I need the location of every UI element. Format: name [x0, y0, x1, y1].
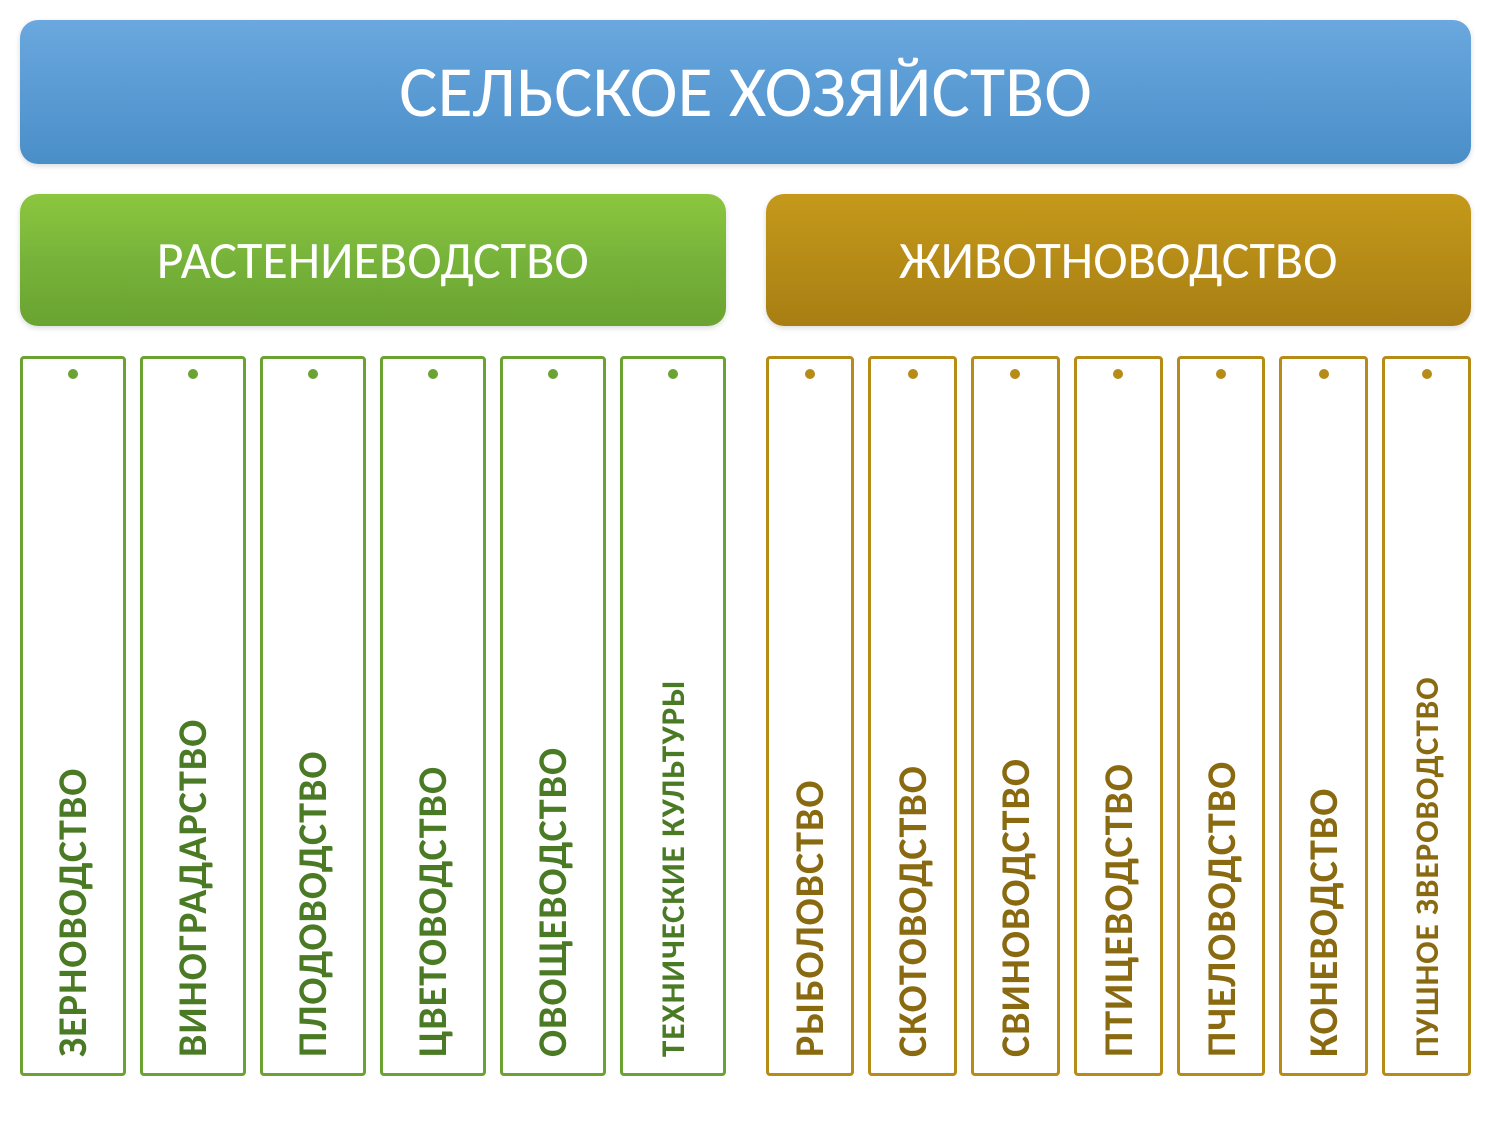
bullet-icon [1216, 369, 1226, 379]
root-title: СЕЛЬСКОЕ ХОЗЯЙСТВО [399, 48, 1092, 136]
branch-title: РАСТЕНИЕВОДСТВО [157, 228, 589, 292]
bullet-icon [1422, 369, 1432, 379]
item-card: ВИНОГРАДАРСТВО [140, 356, 246, 1076]
item-card: ТЕХНИЧЕСКИЕ КУЛЬТУРЫ [620, 356, 726, 1076]
item-card: КОНЕВОДСТВО [1279, 356, 1368, 1076]
item-card: ОВОЩЕВОДСТВО [500, 356, 606, 1076]
bullet-icon [428, 369, 438, 379]
item-label: СВИНОВОДСТВО [991, 387, 1040, 1057]
item-card: ПУШНОЕ ЗВЕРОВОДСТВО [1382, 356, 1471, 1076]
bullet-icon [548, 369, 558, 379]
item-label: ПУШНОЕ ЗВЕРОВОДСТВО [1407, 387, 1447, 1057]
item-label: ПЧЕЛОВОДСТВО [1197, 387, 1246, 1057]
bullet-icon [668, 369, 678, 379]
branch-title: ЖИВОТНОВОДСТВО [899, 228, 1338, 292]
item-card: ЦВЕТОВОДСТВО [380, 356, 486, 1076]
bullet-icon [1010, 369, 1020, 379]
bullet-icon [68, 369, 78, 379]
item-label: РЫБОЛОВСТВО [785, 387, 834, 1057]
branch-header-animals: ЖИВОТНОВОДСТВО [766, 194, 1472, 326]
item-card: ПЧЕЛОВОДСТВО [1177, 356, 1266, 1076]
root-header: СЕЛЬСКОЕ ХОЗЯЙСТВО [20, 20, 1471, 164]
item-label: ПТИЦЕВОДСТВО [1094, 387, 1143, 1057]
bullet-icon [188, 369, 198, 379]
item-label: ЦВЕТОВОДСТВО [408, 387, 457, 1057]
bullet-icon [1319, 369, 1329, 379]
item-label: ПЛОДОВОДСТВО [288, 387, 337, 1057]
bullet-icon [908, 369, 918, 379]
item-card: СКОТОВОДСТВО [868, 356, 957, 1076]
bullet-icon [805, 369, 815, 379]
item-card: ПЛОДОВОДСТВО [260, 356, 366, 1076]
branch-animals: ЖИВОТНОВОДСТВО РЫБОЛОВСТВО СКОТОВОДСТВО … [766, 194, 1472, 1076]
items-animals: РЫБОЛОВСТВО СКОТОВОДСТВО СВИНОВОДСТВО ПТ… [766, 356, 1472, 1076]
item-card: СВИНОВОДСТВО [971, 356, 1060, 1076]
item-label: ОВОЩЕВОДСТВО [528, 387, 577, 1057]
items-plants: ЗЕРНОВОДСТВО ВИНОГРАДАРСТВО ПЛОДОВОДСТВО… [20, 356, 726, 1076]
item-label: ТЕХНИЧЕСКИЕ КУЛЬТУРЫ [653, 387, 693, 1057]
item-card: ЗЕРНОВОДСТВО [20, 356, 126, 1076]
branches-container: РАСТЕНИЕВОДСТВО ЗЕРНОВОДСТВО ВИНОГРАДАРС… [20, 194, 1471, 1076]
item-label: СКОТОВОДСТВО [888, 387, 937, 1057]
item-label: ЗЕРНОВОДСТВО [48, 387, 97, 1057]
item-label: КОНЕВОДСТВО [1299, 387, 1348, 1057]
item-label: ВИНОГРАДАРСТВО [168, 387, 217, 1057]
bullet-icon [308, 369, 318, 379]
item-card: РЫБОЛОВСТВО [766, 356, 855, 1076]
bullet-icon [1113, 369, 1123, 379]
branch-plants: РАСТЕНИЕВОДСТВО ЗЕРНОВОДСТВО ВИНОГРАДАРС… [20, 194, 726, 1076]
item-card: ПТИЦЕВОДСТВО [1074, 356, 1163, 1076]
branch-header-plants: РАСТЕНИЕВОДСТВО [20, 194, 726, 326]
